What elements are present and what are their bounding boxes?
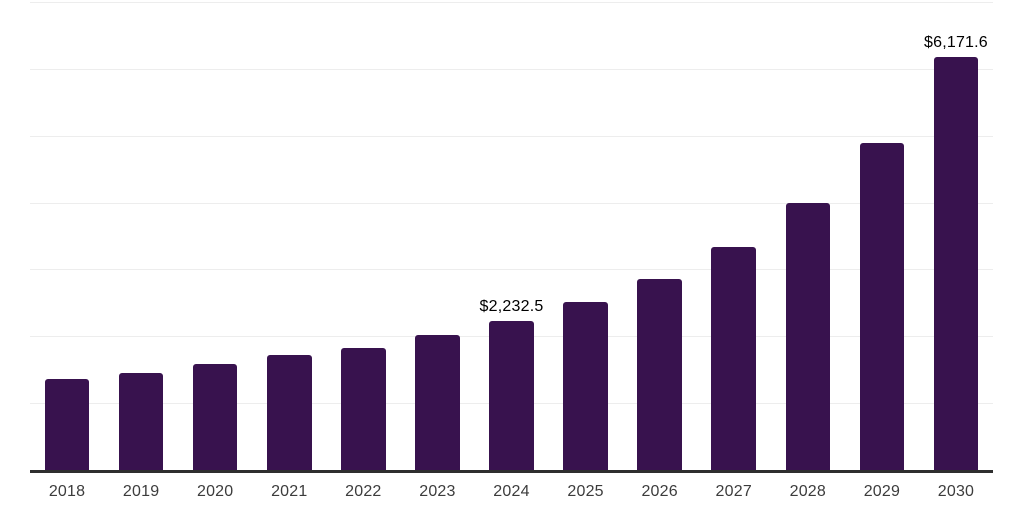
bar-slot-2019 [104,2,178,470]
x-tick-2021: 2021 [271,483,308,500]
gridline-7000 [30,2,993,3]
bar-slot-2020 [178,2,252,470]
bar-2030 [933,57,979,470]
x-tick-2024: 2024 [493,483,530,500]
x-tick-2026: 2026 [641,483,678,500]
x-axis-tick-labels: 2018 2019 2020 2021 2022 2023 2024 2025 2026 2027… [30,482,993,502]
bar-2025 [563,302,608,470]
bar-2023 [415,334,460,470]
bar-slot-2029 [845,2,919,470]
bars-container: $2,232.5 $6,171.6 [30,2,993,470]
x-tick-2019: 2019 [122,483,160,500]
x-axis-line [30,470,993,473]
x-tick-2029: 2029 [863,483,901,500]
bar-slot-2030: $6,171.6 [919,2,993,470]
bar-slot-2023 [400,2,474,470]
x-tick-2018: 2018 [48,483,86,500]
bar-2026 [637,279,682,470]
bar-2024 [489,320,534,470]
bar-slot-2027 [697,2,771,470]
x-tick-2027: 2027 [715,483,752,500]
bar-slot-2024: $2,232.5 [474,2,548,470]
plot-area: $2,232.5 $6,171.6 [30,2,993,473]
x-tick-2030: 2030 [937,483,975,500]
bar-slot-2022 [326,2,400,470]
gridline-5000 [30,136,993,137]
bar-2027 [711,247,756,470]
gridline-3000 [30,269,993,270]
x-tick-2022: 2022 [345,483,382,500]
gridline-4000 [30,203,993,204]
bar-2028 [785,203,831,470]
bar-slot-2025 [549,2,623,470]
bar-slot-2026 [623,2,697,470]
bar-2018 [44,379,90,470]
bar-2021 [267,355,312,470]
bar-2029 [859,143,905,470]
bar-2020 [192,364,238,470]
bar-slot-2028 [771,2,845,470]
x-tick-2020: 2020 [196,483,234,500]
bar-slot-2018 [30,2,104,470]
x-tick-2028: 2028 [789,483,827,500]
x-tick-2025: 2025 [567,483,604,500]
value-label-2030: $6,171.6 [924,34,988,52]
bar-2022 [341,348,386,470]
bar-2019 [118,373,164,470]
x-tick-2023: 2023 [419,483,456,500]
gridline-6000 [30,69,993,70]
bar-slot-2021 [252,2,326,470]
value-label-2024: $2,232.5 [479,297,544,315]
